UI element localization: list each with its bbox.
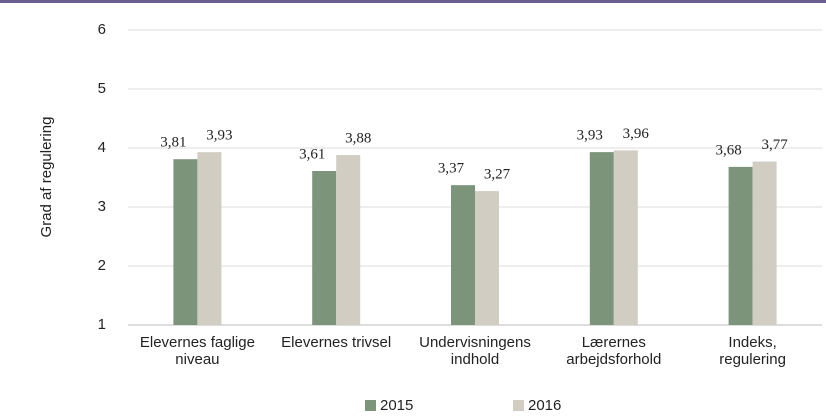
data-label: 3,61	[299, 146, 325, 162]
data-label: 3,81	[160, 135, 186, 151]
bar	[451, 185, 475, 325]
bar	[589, 152, 614, 325]
bar	[173, 159, 198, 325]
legend-swatch	[513, 400, 524, 411]
x-tick-label-line: arbejdsforhold	[566, 351, 661, 368]
y-tick-label: 5	[98, 80, 106, 97]
bar	[475, 191, 499, 325]
x-tick-label: Lærernes arbejdsforhold	[566, 334, 661, 368]
x-tick-label-line: regulering	[719, 351, 786, 368]
data-label: 3,93	[206, 128, 232, 144]
y-tick-label: 1	[98, 316, 106, 333]
y-axis-label: Grad af regulering	[38, 117, 55, 238]
bar	[752, 161, 777, 325]
y-tick-label: 3	[98, 198, 106, 215]
legend-label: 2016	[528, 397, 561, 414]
legend-label: 2015	[380, 397, 413, 414]
x-tick-label: Indeks, regulering	[719, 334, 786, 368]
data-label: 3,68	[715, 142, 741, 158]
x-tick-label: Undervisningens indhold	[419, 334, 531, 368]
x-tick-label: Elevernes faglige niveau	[140, 334, 255, 368]
data-label: 3,37	[438, 161, 465, 177]
legend-swatch	[365, 400, 376, 411]
x-tick-label: Elevernes trivsel	[281, 334, 391, 351]
x-tick-label-line: Indeks,	[728, 334, 776, 351]
data-label: 3,27	[484, 167, 511, 183]
bar	[197, 152, 222, 325]
bar	[613, 150, 638, 325]
y-tick-label: 6	[98, 21, 106, 38]
data-label: 3,93	[577, 128, 603, 144]
data-label: 3,88	[345, 131, 371, 147]
x-tick-label-line: Undervisningens	[419, 334, 531, 351]
x-tick-label-line: Elevernes trivsel	[281, 334, 391, 351]
bar	[728, 166, 753, 325]
x-tick-label-line: Lærernes	[582, 334, 646, 351]
x-tick-label-line: niveau	[175, 351, 219, 368]
x-tick-label-line: indhold	[451, 351, 499, 368]
y-tick-label: 4	[98, 139, 106, 156]
data-label: 3,77	[761, 137, 788, 153]
x-tick-label-line: Elevernes faglige	[140, 334, 255, 351]
y-tick-label: 2	[98, 257, 106, 274]
bar	[312, 171, 337, 325]
data-label: 3,96	[623, 126, 650, 142]
bar	[336, 155, 361, 325]
top-rule	[0, 0, 826, 3]
